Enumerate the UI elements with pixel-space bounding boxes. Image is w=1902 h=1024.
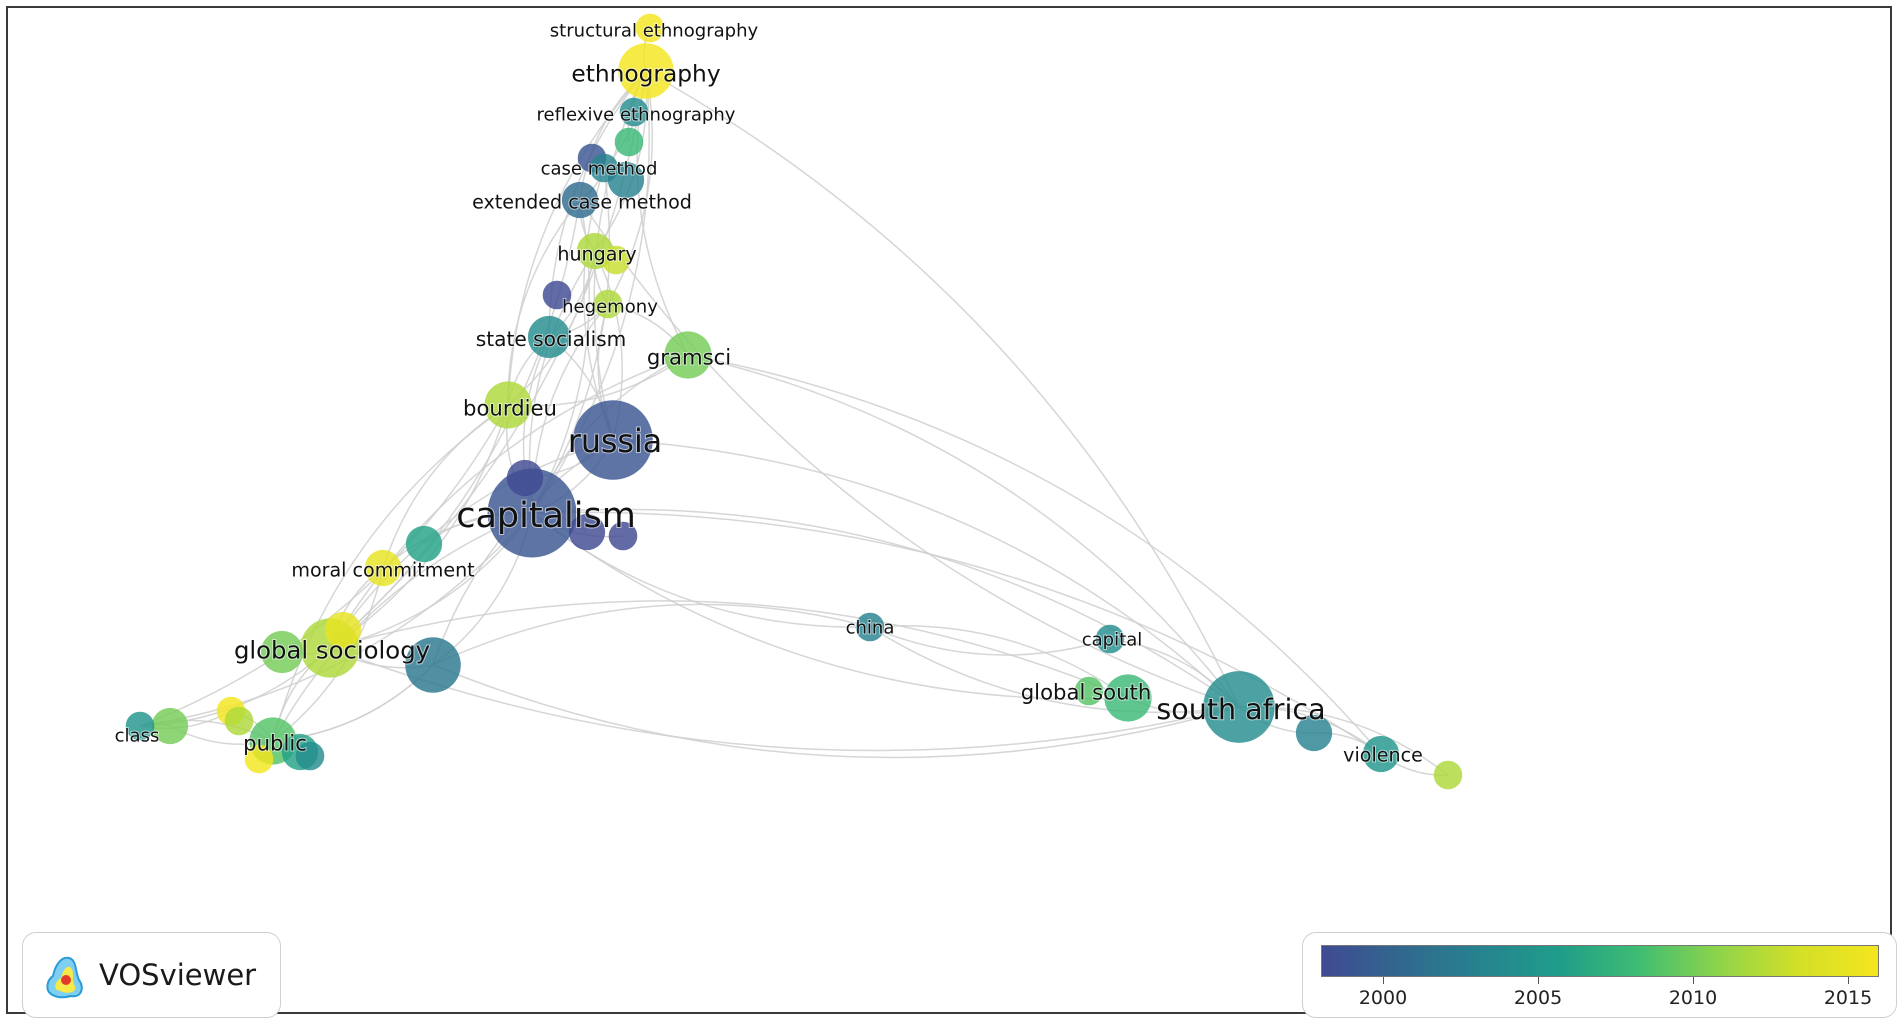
label-state-socialism[interactable]: state socialism xyxy=(475,326,628,352)
labels-layer: structural ethnography ethnography reflexi… xyxy=(114,20,1424,768)
node-n-small-6[interactable] xyxy=(506,459,544,497)
link-extended-case-method-global-sociology xyxy=(329,199,581,649)
node-n-small-4[interactable] xyxy=(601,245,631,275)
link-global-sociology-global-south xyxy=(329,600,1129,699)
node-n-small-8[interactable] xyxy=(608,521,638,551)
node-n-small-11[interactable] xyxy=(260,630,304,674)
node-n-small-16[interactable] xyxy=(244,744,274,774)
node-capitalism[interactable] xyxy=(487,468,577,558)
node-bourdieu[interactable] xyxy=(484,381,532,429)
node-n-small-21[interactable] xyxy=(1433,760,1463,790)
label-ethnography[interactable]: ethnography xyxy=(570,60,721,89)
link-capitalism-public xyxy=(272,512,533,742)
node-n-small-19[interactable] xyxy=(1074,676,1104,706)
node-global-south[interactable] xyxy=(1104,674,1152,722)
label-hegemony[interactable]: hegemony xyxy=(561,296,659,319)
label-moral-commitment[interactable]: moral commitment xyxy=(290,558,476,583)
link-extended-case-method-south-africa xyxy=(579,199,1240,708)
label-class[interactable]: class xyxy=(114,725,161,748)
label-structural-ethnography[interactable]: structural ethnography xyxy=(549,20,760,43)
node-n-small-5[interactable] xyxy=(542,280,572,310)
link-ethnography-bourdieu xyxy=(507,70,647,406)
label-case-method[interactable]: case method xyxy=(540,158,659,181)
node-n-small-20[interactable] xyxy=(1295,714,1333,752)
vosviewer-logo-text: VOSviewer xyxy=(99,958,257,992)
link-gramsci-global-sociology xyxy=(329,354,689,649)
node-violence[interactable] xyxy=(1362,735,1400,773)
node-n-small-18[interactable] xyxy=(295,741,325,771)
legend-tick-label: 2010 xyxy=(1668,987,1718,1009)
node-n-small-13[interactable] xyxy=(151,707,189,745)
legend-tick-2000 xyxy=(1383,977,1384,984)
label-public[interactable]: public xyxy=(242,730,308,757)
link-china-south-africa xyxy=(869,626,1240,714)
link-russia-global-sociology xyxy=(329,439,614,649)
node-n-small-15[interactable] xyxy=(224,706,254,736)
network-visualization-frame: structural ethnography ethnography reflexi… xyxy=(6,6,1897,1018)
node-class[interactable] xyxy=(125,711,155,741)
link-china-capital xyxy=(869,626,1111,656)
label-global-south[interactable]: global south xyxy=(1020,679,1153,706)
nodes-layer xyxy=(125,13,1463,790)
legend-tick-label: 2005 xyxy=(1513,987,1563,1009)
node-hegemony[interactable] xyxy=(593,289,623,319)
color-scale-bar xyxy=(1321,945,1879,977)
link-extended-case-method-bourdieu xyxy=(507,199,581,406)
node-gramsci[interactable] xyxy=(664,331,712,379)
vosviewer-logo-icon xyxy=(46,956,83,999)
link-ethnography-south-africa xyxy=(645,70,1240,708)
link-gramsci-violence xyxy=(687,354,1382,755)
node-russia[interactable] xyxy=(573,400,653,480)
link-global-sociology-south-africa xyxy=(329,647,1240,752)
node-n-small-9[interactable] xyxy=(405,525,443,563)
link-n-small-12-south-africa xyxy=(432,664,1240,759)
legend-tick-label: 2000 xyxy=(1358,987,1408,1009)
node-n-small-12[interactable] xyxy=(405,637,461,693)
label-gramsci[interactable]: gramsci xyxy=(646,344,732,371)
network-canvas[interactable]: structural ethnography ethnography reflexi… xyxy=(8,8,1894,1016)
legend-tick-label: 2015 xyxy=(1823,987,1873,1009)
label-bourdieu[interactable]: bourdieu xyxy=(462,395,558,422)
link-ethnography-hegemony xyxy=(607,70,653,305)
node-moral-commitment[interactable] xyxy=(364,549,402,587)
link-russia-south-africa xyxy=(612,439,1240,708)
node-structural-ethnography[interactable] xyxy=(635,13,665,43)
node-south-africa[interactable] xyxy=(1203,671,1275,743)
label-global-sociology[interactable]: global sociology xyxy=(233,635,431,666)
node-n-small-1[interactable] xyxy=(614,127,644,157)
link-china-global-south xyxy=(869,624,1129,699)
label-capitalism[interactable]: capitalism xyxy=(455,495,637,537)
color-legend: 2000 2005 2010 2015 xyxy=(1302,932,1897,1018)
legend-tick-2005 xyxy=(1538,977,1539,984)
link-capitalism-south-africa xyxy=(531,508,1240,708)
label-south-africa[interactable]: south africa xyxy=(1155,691,1326,727)
node-case-method[interactable] xyxy=(589,153,619,183)
label-reflexive-ethnography[interactable]: reflexive ethnography xyxy=(536,104,737,127)
node-extended-case-method[interactable] xyxy=(561,181,599,219)
link-n-small-12-china xyxy=(432,603,871,666)
legend-tick-2015 xyxy=(1848,977,1849,984)
legend-tick-2010 xyxy=(1693,977,1694,984)
label-russia[interactable]: russia xyxy=(567,423,663,461)
label-violence[interactable]: violence xyxy=(1342,743,1424,768)
label-china[interactable]: china xyxy=(845,617,896,640)
node-n-small-10[interactable] xyxy=(324,611,362,649)
node-china[interactable] xyxy=(855,612,885,642)
vosviewer-logo-panel: VOSviewer xyxy=(22,932,281,1018)
link-gramsci-south-africa xyxy=(687,354,1240,708)
node-ethnography[interactable] xyxy=(618,43,674,99)
link-ethnography-capitalism xyxy=(531,70,650,514)
node-state-socialism[interactable] xyxy=(527,315,571,359)
link-bourdieu-moral-commitment xyxy=(382,404,509,569)
node-n-small-7[interactable] xyxy=(568,513,606,551)
node-capital[interactable] xyxy=(1095,624,1125,654)
label-capital[interactable]: capital xyxy=(1081,629,1144,652)
node-reflexive-ethnography[interactable] xyxy=(619,97,649,127)
label-extended-case-method[interactable]: extended case method xyxy=(471,190,693,215)
label-hungary[interactable]: hungary xyxy=(556,242,637,267)
